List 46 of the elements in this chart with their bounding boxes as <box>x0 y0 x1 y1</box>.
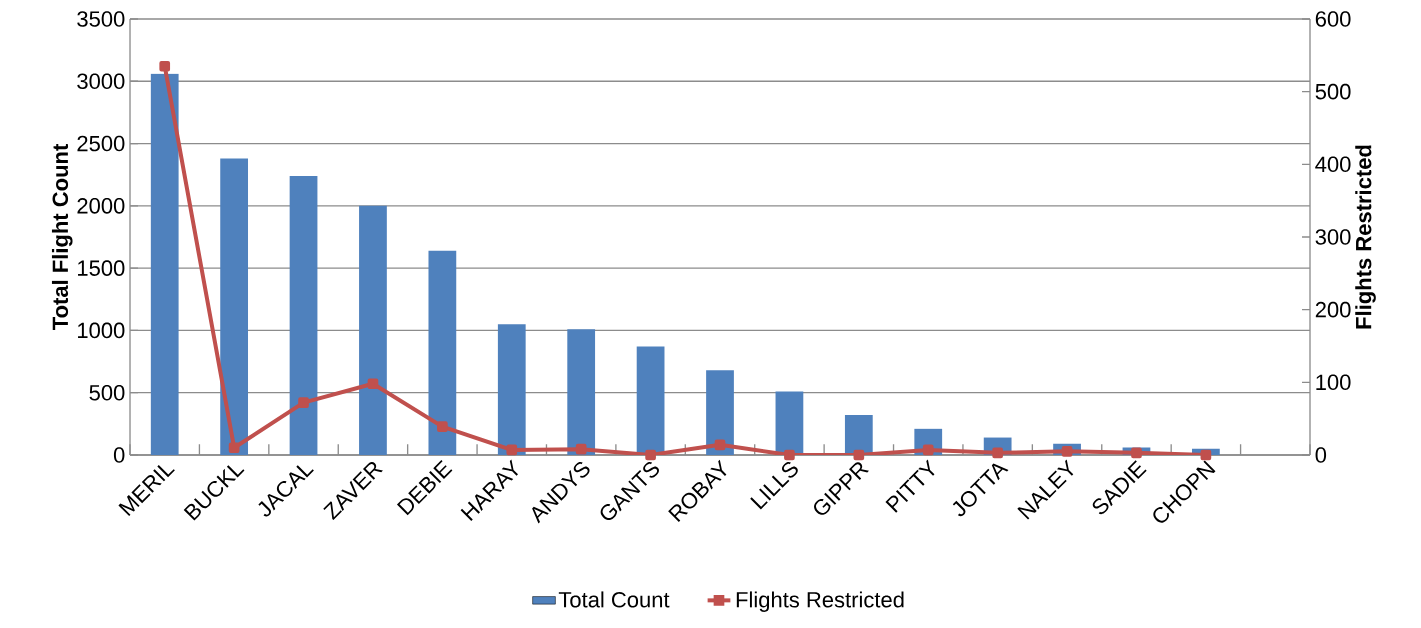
point <box>922 444 934 456</box>
point <box>298 397 309 408</box>
y2-tick-label: 500 <box>1315 83 1351 100</box>
bar <box>567 329 596 455</box>
point <box>1131 447 1142 459</box>
y-tick-label: 3000 <box>77 73 125 90</box>
y2-tick-label: 600 <box>1315 11 1351 27</box>
point <box>992 447 1003 459</box>
bar <box>636 346 665 455</box>
bar <box>775 391 804 455</box>
y2-axis-title: Flights Restricted <box>1355 145 1376 329</box>
legend-label: Flights Restricted <box>736 591 904 612</box>
y-tick-label: 0 <box>113 447 125 463</box>
point <box>714 439 726 451</box>
y2-tick-label: 0 <box>1315 447 1327 463</box>
point <box>367 378 379 390</box>
point <box>506 444 518 456</box>
bar <box>150 73 179 455</box>
y-axis-title: Total Flight Count <box>51 143 73 331</box>
y2-tick-label: 200 <box>1315 301 1351 318</box>
point <box>784 449 795 461</box>
point <box>1200 449 1212 461</box>
y-tick-label: 500 <box>89 384 125 401</box>
y-tick-label: 2500 <box>77 135 125 152</box>
point <box>228 442 240 454</box>
point <box>853 449 865 461</box>
y-tick-label: 1500 <box>78 260 125 276</box>
bar <box>706 370 734 455</box>
bar <box>220 158 249 455</box>
y2-tick-label: 300 <box>1315 229 1351 245</box>
y-tick-label: 2000 <box>77 198 125 214</box>
bar <box>289 175 318 455</box>
y-tick-label: 3500 <box>77 11 125 27</box>
point <box>437 421 448 432</box>
y-tick-label: 1000 <box>78 322 125 339</box>
bar <box>359 205 387 455</box>
y2-tick-label: 100 <box>1316 374 1351 391</box>
point <box>575 443 587 455</box>
bar <box>497 324 526 455</box>
legend-label: Total Count <box>558 591 670 608</box>
point <box>1061 446 1073 457</box>
point <box>159 60 171 72</box>
y2-tick-label: 400 <box>1315 156 1351 173</box>
bar <box>428 250 457 455</box>
point <box>645 449 656 461</box>
bar <box>844 415 873 455</box>
